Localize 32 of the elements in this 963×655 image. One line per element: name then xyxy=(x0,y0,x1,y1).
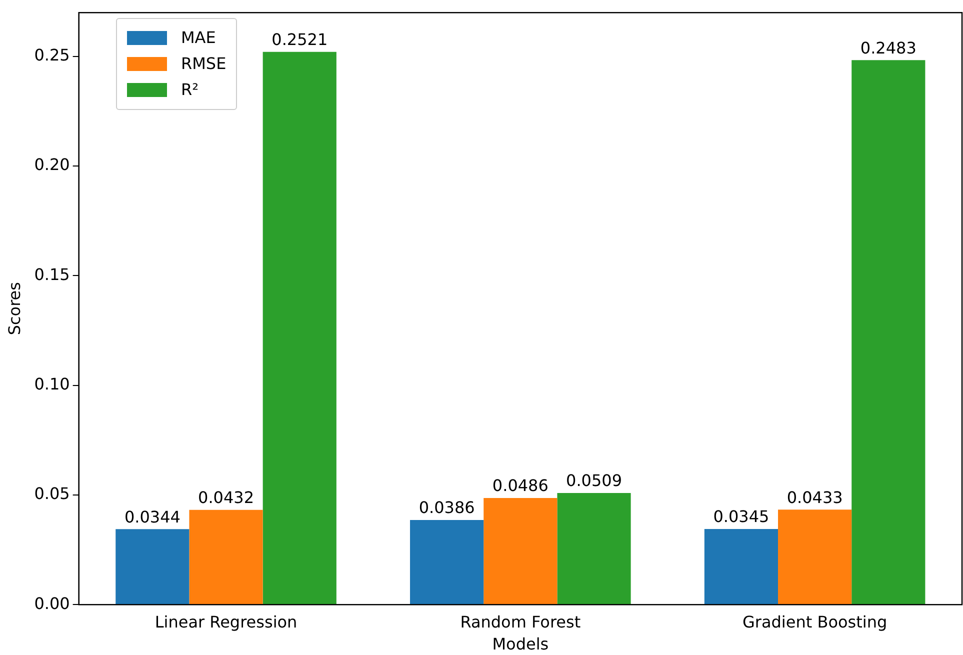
y-tick-label: 0.10 xyxy=(34,374,70,394)
bar xyxy=(262,52,336,604)
x-tick-label: Gradient Boosting xyxy=(742,612,888,632)
bar xyxy=(852,60,926,604)
y-tick-label: 0.05 xyxy=(34,484,70,504)
data-label: 0.0432 xyxy=(198,488,254,508)
y-axis-title: Scores xyxy=(4,282,24,336)
bar xyxy=(189,510,263,604)
legend-label: RMSE xyxy=(181,53,226,75)
bar xyxy=(778,510,852,604)
data-label: 0.0509 xyxy=(566,471,622,490)
data-label: 0.0486 xyxy=(492,476,548,496)
x-tick-label: Linear Regression xyxy=(154,612,298,632)
legend-label: MAE xyxy=(181,27,216,49)
data-label: 0.0345 xyxy=(713,507,770,526)
legend-label: R² xyxy=(181,79,199,101)
y-tick-label: 0.20 xyxy=(34,155,70,174)
bar xyxy=(410,520,484,604)
bar xyxy=(557,492,631,604)
data-label: 0.0433 xyxy=(786,488,843,507)
data-label: 0.2483 xyxy=(860,38,916,58)
bar xyxy=(116,529,190,604)
y-tick-label: 0.15 xyxy=(34,264,70,284)
y-tick-label: 0.25 xyxy=(34,46,70,65)
x-axis-title: Models xyxy=(492,634,549,654)
y-tick-label: 0.00 xyxy=(34,594,70,613)
data-label: 0.0386 xyxy=(418,498,475,518)
data-label: 0.2521 xyxy=(272,30,328,50)
data-label: 0.0344 xyxy=(124,507,180,526)
x-tick-label: Random Forest xyxy=(460,612,581,632)
bar xyxy=(704,528,778,604)
bar xyxy=(484,498,558,604)
